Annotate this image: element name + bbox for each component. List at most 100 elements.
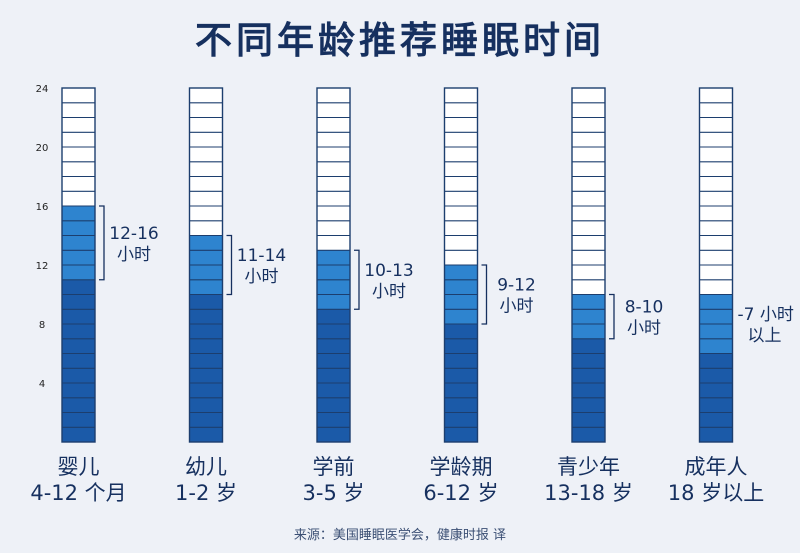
bar-cell-empty	[699, 220, 733, 236]
bar-cell-recommended	[444, 308, 478, 325]
range-label-hours: -7 小时	[738, 305, 794, 325]
bar-cell-base	[189, 308, 223, 325]
bar-cell-recommended	[571, 308, 606, 325]
bar-cell-base	[316, 412, 351, 428]
bar-cell-base	[189, 353, 223, 369]
bar-cell-recommended	[699, 308, 733, 325]
bar-cell-empty	[61, 190, 96, 207]
bar-cell-empty	[571, 146, 606, 163]
bar-cell-base	[699, 412, 733, 428]
bar-cell-empty	[61, 87, 96, 104]
bar-cell-base	[699, 397, 733, 413]
category-label: 婴儿	[58, 455, 100, 479]
bar-cell-base	[316, 338, 351, 354]
bar-cell-recommended	[189, 249, 223, 266]
bar-cell-empty	[571, 205, 606, 222]
y-tick-label: 20	[36, 143, 49, 154]
bar-cell-recommended	[444, 279, 478, 295]
bar-cell-base	[189, 412, 223, 428]
bar-cell-base	[61, 294, 96, 310]
bar-cell-base	[189, 367, 223, 384]
bar-cell-base	[316, 323, 351, 340]
bar-cell-empty	[316, 235, 351, 251]
bar-cell-recommended	[61, 220, 96, 236]
bar-cell-base	[316, 426, 351, 443]
bar-cell-empty	[571, 131, 606, 148]
bar-cell-base	[189, 397, 223, 413]
bar-cell-base	[189, 294, 223, 310]
bar-cell-recommended	[189, 279, 223, 295]
bar-cell-empty	[316, 102, 351, 118]
bar-cell-empty	[699, 249, 733, 266]
bar-cell-base	[61, 353, 96, 369]
range-label-unit: 小时	[500, 297, 534, 317]
bar-cell-empty	[571, 176, 606, 192]
range-label-hours: 9-12	[497, 276, 536, 296]
bar-cell-empty	[189, 87, 223, 104]
range-label-hours: 10-13	[364, 261, 413, 281]
category-label: 青少年	[557, 455, 620, 479]
bar-cell-base	[61, 382, 96, 399]
bar-cell-empty	[444, 131, 478, 148]
bar-cell-empty	[61, 146, 96, 163]
range-label-unit: 小时	[245, 267, 279, 287]
bar-cell-empty	[699, 102, 733, 118]
bar-cell-empty	[61, 161, 96, 177]
bar-outline	[61, 87, 96, 443]
bar-cell-recommended	[316, 279, 351, 295]
bar-cell-base	[61, 367, 96, 384]
bar-cell-recommended	[699, 323, 733, 340]
range-label-hours: 11-14	[237, 246, 286, 266]
bar-cell-base	[189, 338, 223, 354]
bar-cell-empty	[699, 264, 733, 281]
bar-cell-empty	[571, 235, 606, 251]
range-bracket	[99, 205, 105, 281]
bar-cell-empty	[316, 190, 351, 207]
bar-cell-empty	[571, 279, 606, 295]
bar-cell-base	[571, 397, 606, 413]
range-label-unit: 小时	[627, 319, 661, 339]
bar-cell-empty	[571, 220, 606, 236]
category-label: 成年人	[685, 455, 748, 479]
range-label-hours: 12-16	[109, 224, 158, 244]
bar-cell-base	[316, 353, 351, 369]
bar-cell-empty	[316, 161, 351, 177]
bar-outline	[698, 87, 734, 443]
bar-cell-empty	[316, 220, 351, 236]
bar-cell-empty	[444, 102, 478, 118]
bar-cell-empty	[444, 176, 478, 192]
range-label-unit: 以上	[748, 326, 782, 346]
bar-cell-base	[699, 367, 733, 384]
y-tick-label: 4	[39, 379, 45, 390]
bar-cell-recommended	[61, 264, 96, 281]
bar-outline	[188, 87, 224, 443]
bar-cell-empty	[444, 220, 478, 236]
bar-cell-base	[571, 338, 606, 354]
bar-outline	[443, 87, 479, 443]
bar-cell-empty	[699, 87, 733, 104]
bar-cell-empty	[699, 161, 733, 177]
source-note: 来源：美国睡眠医学会，健康时报 译	[293, 528, 507, 543]
bar-cell-empty	[444, 249, 478, 266]
bar-cell-recommended	[189, 264, 223, 281]
range-bracket	[354, 249, 360, 310]
bar-cell-recommended	[316, 264, 351, 281]
category-label: 学龄期	[430, 455, 493, 479]
bar-cell-base	[444, 397, 478, 413]
bar-cell-base	[571, 382, 606, 399]
bar-cell-base	[61, 338, 96, 354]
bar-cell-empty	[316, 131, 351, 148]
bar-cell-empty	[189, 102, 223, 118]
bar-cell-empty	[61, 117, 96, 133]
bar-cell-base	[699, 353, 733, 369]
bar-cell-base	[61, 412, 96, 428]
bar-cell-empty	[444, 161, 478, 177]
category-age-label: 6-12 岁	[423, 481, 498, 505]
bar-cell-base	[699, 382, 733, 399]
range-bracket	[481, 264, 488, 325]
bar-cell-empty	[189, 161, 223, 177]
category-age-label: 13-18 岁	[544, 481, 633, 505]
bar-cell-base	[61, 323, 96, 340]
bar-cell-empty	[444, 235, 478, 251]
